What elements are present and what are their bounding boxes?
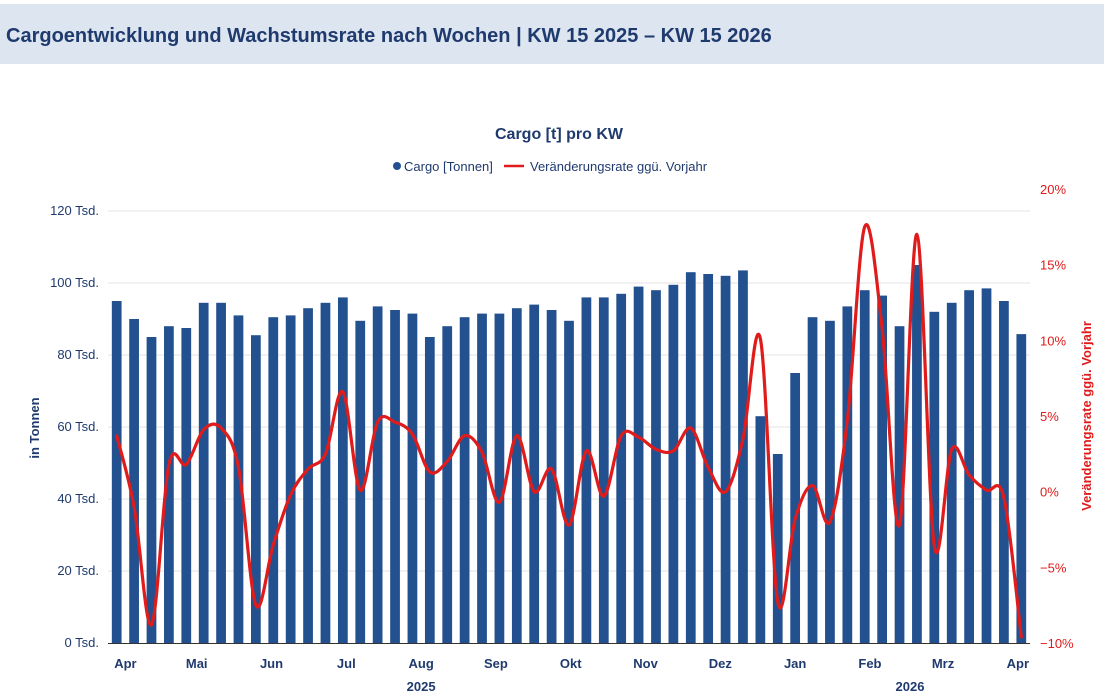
cargo-bar[interactable] <box>842 306 853 643</box>
y2-tick-label: 0% <box>1040 485 1059 500</box>
cargo-bar[interactable] <box>268 317 279 643</box>
cargo-bar[interactable] <box>337 297 348 643</box>
cargo-bar[interactable] <box>651 290 661 643</box>
y2-tick-label: 5% <box>1040 409 1059 424</box>
cargo-bar[interactable] <box>981 288 992 643</box>
x-tick-label: Jun <box>260 656 283 671</box>
cargo-bar[interactable] <box>111 301 122 643</box>
cargo-bar[interactable] <box>616 293 627 643</box>
y2-tick-label: 20% <box>1040 182 1066 197</box>
cargo-bar[interactable] <box>790 373 801 643</box>
page-header: Cargoentwicklung und Wachstumsrate nach … <box>0 4 1104 64</box>
x-tick-label: Jan <box>784 656 806 671</box>
cargo-bar[interactable] <box>1016 334 1027 643</box>
x-tick-label: Dez <box>709 656 733 671</box>
legend-label-rate[interactable]: Veränderungsrate ggü. Vorjahr <box>530 159 708 174</box>
growth-rate-line <box>115 223 1023 639</box>
cargo-bar[interactable] <box>633 286 644 643</box>
y2-tick-label: −10% <box>1040 636 1074 651</box>
cargo-bar[interactable] <box>877 295 888 643</box>
cargo-bar[interactable] <box>390 310 400 643</box>
cargo-bar[interactable] <box>250 335 261 643</box>
cargo-bar[interactable] <box>442 326 453 643</box>
y-tick-label: 80 Tsd. <box>57 347 99 362</box>
cargo-bar[interactable] <box>685 272 696 643</box>
cargo-bar[interactable] <box>494 313 505 643</box>
cargo-bar[interactable] <box>459 317 470 643</box>
cargo-bar[interactable] <box>372 306 383 643</box>
legend-label-cargo[interactable]: Cargo [Tonnen] <box>404 159 493 174</box>
y2-tick-label: −5% <box>1040 560 1067 575</box>
cargo-bar[interactable] <box>285 315 296 643</box>
x-tick-label: Nov <box>633 656 658 671</box>
x-tick-label: Sep <box>484 656 508 671</box>
legend-marker-cargo <box>393 162 401 170</box>
x-axis-ticks: Apr Mai Jun Jul Aug Sep Okt Nov Dez Jan Feb Mrz Apr 2… <box>114 656 1029 694</box>
cargo-bars <box>111 265 1027 643</box>
cargo-bar[interactable] <box>129 319 139 643</box>
x-tick-label: Apr <box>114 656 136 671</box>
y-axis-right-ticks: −10% −5% 0% 5% 10% 15% 20% <box>1040 182 1074 651</box>
cargo-bar[interactable] <box>477 313 487 643</box>
y-tick-label: 40 Tsd. <box>57 491 99 506</box>
cargo-bar[interactable] <box>320 302 331 643</box>
cargo-bar[interactable] <box>720 275 731 643</box>
x-year-label: 2025 <box>407 679 436 694</box>
cargo-bar[interactable] <box>581 297 592 643</box>
y-axis-right-label: Veränderungsrate ggü. Vorjahr <box>1079 321 1094 511</box>
x-tick-label: Okt <box>560 656 582 671</box>
x-tick-label: Aug <box>408 656 433 671</box>
cargo-bar[interactable] <box>407 313 418 643</box>
y2-tick-label: 10% <box>1040 333 1066 348</box>
x-tick-label: Feb <box>858 656 881 671</box>
x-year-label: 2026 <box>896 679 925 694</box>
x-tick-label: Mai <box>186 656 208 671</box>
cargo-bar[interactable] <box>964 290 974 643</box>
cargo-bar[interactable] <box>546 310 557 643</box>
page-title: Cargoentwicklung und Wachstumsrate nach … <box>6 25 772 47</box>
cargo-bar[interactable] <box>233 315 244 643</box>
cargo-bar[interactable] <box>668 284 679 643</box>
cargo-bar[interactable] <box>703 274 714 643</box>
cargo-bar[interactable] <box>511 308 522 643</box>
chart-title: Cargo [t] pro KW <box>495 126 624 143</box>
cargo-bar[interactable] <box>946 302 957 643</box>
cargo-bar[interactable] <box>859 290 870 643</box>
y-tick-label: 0 Tsd. <box>65 635 99 650</box>
cargo-bar[interactable] <box>929 311 940 643</box>
cargo-bar[interactable] <box>894 326 905 643</box>
cargo-bar[interactable] <box>146 337 157 643</box>
cargo-bar[interactable] <box>564 320 574 643</box>
cargo-bar[interactable] <box>825 320 835 643</box>
y-tick-label: 120 Tsd. <box>50 203 99 218</box>
y-tick-label: 100 Tsd. <box>50 275 99 290</box>
cargo-bar[interactable] <box>999 301 1009 643</box>
y-axis-left-label: in Tonnen <box>27 397 42 458</box>
cargo-bar[interactable] <box>772 454 783 643</box>
x-tick-label: Mrz <box>932 656 955 671</box>
cargo-bar[interactable] <box>529 304 540 643</box>
y2-tick-label: 15% <box>1040 258 1066 273</box>
cargo-bar[interactable] <box>355 320 366 643</box>
legend: Cargo [Tonnen] Veränderungsrate ggü. Vor… <box>393 159 708 174</box>
x-tick-label: Jul <box>337 656 356 671</box>
y-tick-label: 20 Tsd. <box>57 563 99 578</box>
cargo-bar[interactable] <box>598 297 609 643</box>
cargo-bar[interactable] <box>912 265 922 643</box>
cargo-bar[interactable] <box>216 302 226 643</box>
cargo-bar[interactable] <box>164 326 174 643</box>
cargo-bar[interactable] <box>807 317 818 643</box>
cargo-bar[interactable] <box>755 416 766 643</box>
y-tick-label: 60 Tsd. <box>57 419 99 434</box>
x-tick-label: Apr <box>1007 656 1029 671</box>
cargo-bar[interactable] <box>303 308 313 643</box>
cargo-bar[interactable] <box>738 270 748 643</box>
cargo-bar[interactable] <box>181 328 192 643</box>
y-axis-left-ticks: 0 Tsd. 20 Tsd. 40 Tsd. 60 Tsd. 80 Tsd. 100 Ts… <box>50 203 99 650</box>
cargo-bar[interactable] <box>424 337 435 643</box>
cargo-bar[interactable] <box>198 302 209 643</box>
